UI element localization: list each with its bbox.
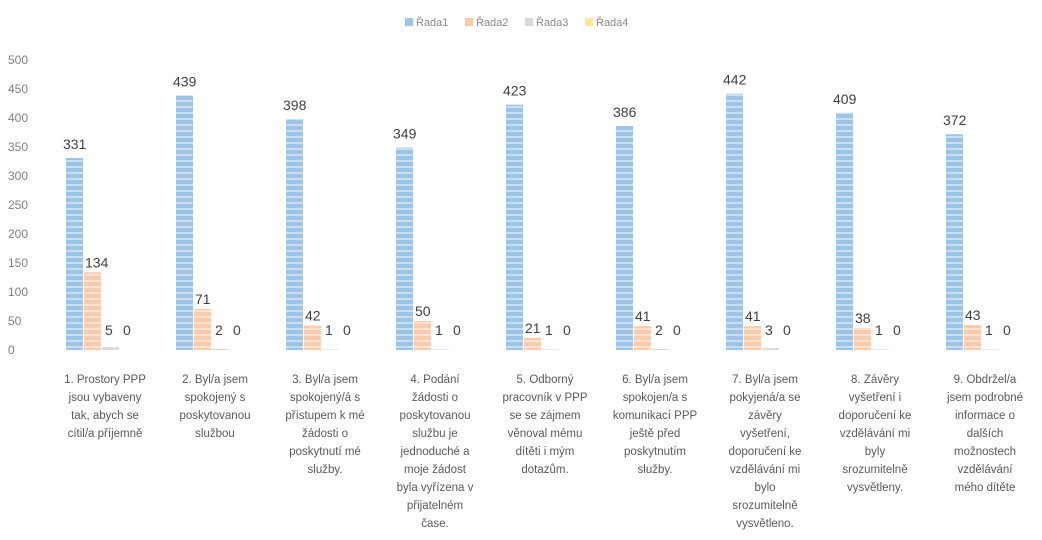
category-label-1: 1. Prostory PPP jsou vybaveny tak, abych s…	[64, 374, 146, 440]
legend: Řada1 Řada2 Řada3 Řada4	[405, 16, 628, 29]
bars	[66, 93, 999, 351]
data-label: 41	[635, 308, 651, 324]
data-label: 0	[233, 322, 241, 338]
data-label: 0	[453, 322, 461, 338]
bar-řada3-1	[102, 347, 119, 350]
data-label: 423	[503, 83, 527, 99]
bar-řada3-7	[762, 348, 779, 350]
bar-řada3-8	[872, 349, 889, 350]
bar-řada3-6	[652, 348, 669, 350]
data-label: 43	[965, 307, 981, 323]
data-label: 0	[893, 322, 901, 338]
y-tick-label: 100	[8, 285, 28, 299]
bar-texture	[946, 134, 963, 350]
data-label: 71	[195, 291, 211, 307]
y-tick-label: 400	[8, 111, 28, 125]
category-label-2: 2. Byl/a jsem spokojený s poskytovanou služ…	[180, 374, 251, 440]
bar-řada3-3	[322, 349, 339, 350]
data-label: 439	[173, 73, 197, 89]
bar-texture	[726, 93, 743, 350]
data-label: 331	[63, 136, 87, 152]
data-label: 50	[415, 303, 431, 319]
bar-texture	[506, 104, 523, 350]
bar-texture	[836, 112, 853, 350]
data-label: 349	[393, 126, 417, 142]
legend-label-3: Řada3	[536, 16, 568, 29]
data-label: 42	[305, 308, 321, 324]
data-label: 21	[525, 320, 541, 336]
data-label: 0	[343, 322, 351, 338]
y-tick-label: 150	[8, 256, 28, 270]
data-label: 3	[765, 322, 773, 338]
data-label: 2	[655, 322, 663, 338]
bar-texture	[524, 337, 541, 350]
bar-texture	[194, 308, 211, 350]
bar-texture	[286, 119, 303, 350]
bar-texture	[304, 325, 321, 350]
data-label: 398	[283, 97, 307, 113]
y-axis: 0 50 100 150 200 250 300 350 400 450 500	[8, 53, 28, 357]
data-label: 1	[325, 322, 333, 338]
data-label: 0	[563, 322, 571, 338]
legend-swatch-4	[585, 18, 593, 26]
bar-řada3-2	[212, 348, 229, 350]
bar-texture	[854, 327, 871, 350]
category-label-4: 4. Podání žádosti o poskytovanou službu je j…	[397, 374, 474, 530]
y-tick-label: 500	[8, 53, 28, 67]
bar-texture	[84, 272, 101, 350]
data-label: 1	[875, 322, 883, 338]
bar-texture	[616, 126, 633, 351]
data-label: 0	[123, 322, 131, 338]
bar-texture	[744, 326, 761, 350]
category-label-8: 8. Závěry vyšetření i doporučení ke vzděláv…	[839, 374, 912, 494]
x-axis: 1. Prostory PPP jsou vybaveny tak, abych s…	[64, 374, 1023, 530]
bar-texture	[414, 321, 431, 350]
bar-texture	[964, 325, 981, 350]
data-label: 409	[833, 91, 857, 107]
data-label: 2	[215, 322, 223, 338]
legend-swatch-3	[525, 18, 533, 26]
y-tick-label: 450	[8, 82, 28, 96]
legend-label-2: Řada2	[476, 16, 508, 29]
data-label: 0	[1003, 322, 1011, 338]
y-tick-label: 50	[8, 314, 22, 328]
data-label: 0	[673, 322, 681, 338]
bar-řada3-4	[432, 349, 449, 350]
bar-texture	[396, 147, 413, 350]
data-label: 442	[723, 72, 747, 88]
data-label: 386	[613, 104, 637, 120]
data-label: 134	[85, 254, 109, 270]
bar-texture	[176, 95, 193, 350]
y-tick-label: 0	[8, 343, 15, 357]
legend-label-1: Řada1	[416, 16, 448, 29]
data-label: 1	[435, 322, 443, 338]
category-label-7: 7. Byl/a jsem pokyjená/a se závěry vyšetřen…	[729, 374, 802, 530]
category-label-9: 9. Obdržel/a jsem podrobné informace o dalš…	[946, 374, 1023, 494]
bar-texture	[66, 158, 83, 350]
y-tick-label: 350	[8, 140, 28, 154]
category-label-3: 3. Byl/a jsem spokojený/á s přístupem k mé…	[285, 374, 364, 476]
bar-řada3-9	[982, 349, 999, 350]
data-label: 1	[545, 322, 553, 338]
bar-texture	[634, 326, 651, 350]
data-label: 5	[105, 322, 113, 338]
data-label: 0	[783, 322, 791, 338]
y-tick-label: 250	[8, 198, 28, 212]
category-label-6: 6. Byl/a jsem spokojen/a s komunikací PPP j…	[613, 374, 698, 476]
legend-swatch-2	[465, 18, 473, 26]
category-label-5: 5. Odborný pracovník v PPP se se zájmem věn…	[502, 374, 587, 476]
bar-řada3-5	[542, 349, 559, 350]
legend-swatch-1	[405, 18, 413, 26]
data-label: 372	[943, 112, 967, 128]
legend-label-4: Řada4	[596, 16, 628, 29]
data-label: 1	[985, 322, 993, 338]
data-label: 38	[855, 310, 871, 326]
y-tick-label: 300	[8, 169, 28, 183]
y-tick-label: 200	[8, 227, 28, 241]
data-label: 41	[745, 308, 761, 324]
